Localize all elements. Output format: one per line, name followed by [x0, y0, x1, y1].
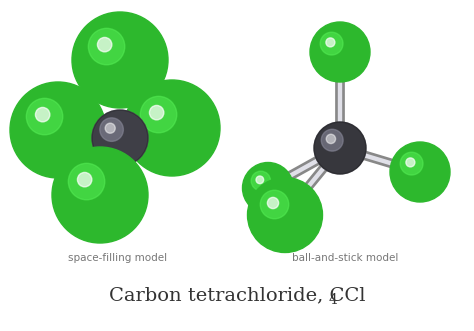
Circle shape — [326, 38, 335, 47]
Circle shape — [27, 98, 63, 135]
Circle shape — [310, 22, 370, 82]
Circle shape — [92, 110, 148, 166]
Circle shape — [400, 152, 423, 175]
Circle shape — [243, 163, 293, 213]
Circle shape — [124, 80, 220, 176]
Circle shape — [36, 108, 50, 122]
Circle shape — [256, 176, 264, 184]
Circle shape — [326, 134, 336, 144]
Circle shape — [314, 122, 366, 174]
Circle shape — [251, 171, 271, 191]
Circle shape — [260, 190, 289, 219]
Circle shape — [314, 122, 366, 174]
Circle shape — [140, 96, 177, 133]
Circle shape — [390, 142, 450, 202]
Text: Carbon tetrachloride, CCl: Carbon tetrachloride, CCl — [109, 286, 365, 304]
Circle shape — [52, 147, 148, 243]
Circle shape — [68, 163, 105, 200]
Circle shape — [100, 118, 123, 141]
Circle shape — [247, 177, 322, 253]
Circle shape — [267, 197, 279, 209]
Circle shape — [10, 82, 106, 178]
Circle shape — [88, 28, 125, 65]
Circle shape — [149, 106, 164, 120]
Text: 4: 4 — [328, 293, 337, 307]
Text: space-filling model: space-filling model — [68, 253, 168, 263]
Circle shape — [98, 37, 112, 52]
Circle shape — [72, 12, 168, 108]
Circle shape — [320, 32, 343, 55]
Circle shape — [406, 158, 415, 167]
Circle shape — [92, 110, 148, 166]
Circle shape — [105, 123, 115, 133]
Circle shape — [321, 129, 343, 151]
Circle shape — [77, 172, 92, 187]
Text: ball-and-stick model: ball-and-stick model — [292, 253, 398, 263]
